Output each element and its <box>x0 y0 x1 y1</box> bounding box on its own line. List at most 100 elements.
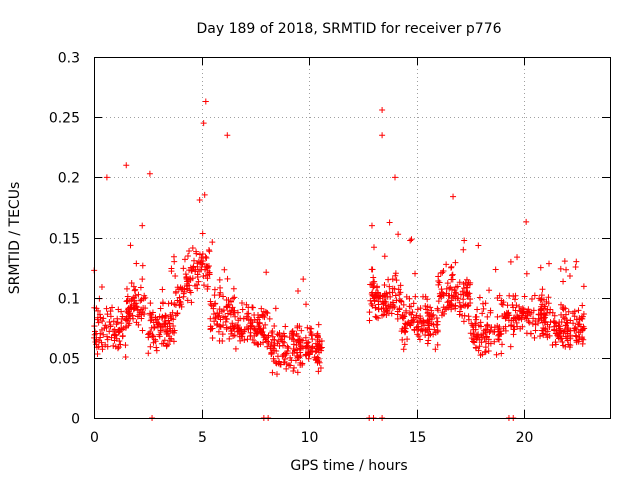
data-point <box>370 284 377 291</box>
data-point <box>563 319 570 326</box>
data-point <box>190 264 197 271</box>
data-point <box>542 312 549 319</box>
data-point <box>504 302 511 309</box>
data-point <box>575 329 582 336</box>
data-point <box>581 325 588 332</box>
data-point <box>516 307 523 314</box>
data-point <box>148 316 155 323</box>
data-point <box>370 274 377 281</box>
data-point <box>560 342 567 349</box>
data-point <box>98 284 105 291</box>
data-point <box>109 304 116 311</box>
data-point <box>131 287 138 294</box>
data-point <box>165 300 172 307</box>
data-point <box>112 331 119 338</box>
data-point <box>145 350 152 357</box>
data-point <box>187 289 194 296</box>
data-point <box>456 299 463 306</box>
data-point <box>97 334 104 341</box>
data-point <box>270 342 277 349</box>
data-point <box>152 336 159 343</box>
data-point <box>479 351 486 358</box>
data-point <box>510 331 517 338</box>
data-point <box>146 330 153 337</box>
data-point <box>371 297 378 304</box>
data-point <box>424 340 431 347</box>
data-point <box>424 317 431 324</box>
data-point <box>269 369 276 376</box>
data-point <box>435 273 442 280</box>
data-point <box>157 305 164 312</box>
data-point <box>531 292 538 299</box>
data-point <box>551 323 558 330</box>
data-point <box>126 304 133 311</box>
data-point <box>124 309 131 316</box>
data-point <box>199 230 206 237</box>
data-point <box>400 301 407 308</box>
data-point <box>172 288 179 295</box>
data-point <box>272 305 279 312</box>
data-point <box>281 350 288 357</box>
data-point <box>479 300 486 307</box>
data-point <box>318 338 325 345</box>
data-point <box>375 315 382 322</box>
data-point <box>465 313 472 320</box>
data-point <box>503 310 510 317</box>
data-point <box>368 301 375 308</box>
data-point <box>572 324 579 331</box>
data-point <box>100 331 107 338</box>
data-point <box>137 297 144 304</box>
data-point <box>159 313 166 320</box>
data-point <box>247 322 254 329</box>
data-point <box>215 328 222 335</box>
data-point <box>161 320 168 327</box>
data-point <box>103 305 110 312</box>
data-point <box>153 319 160 326</box>
data-point <box>450 303 457 310</box>
data-point <box>170 253 177 260</box>
data-point <box>147 343 154 350</box>
data-point <box>186 267 193 274</box>
data-point <box>434 305 441 312</box>
data-point <box>467 295 474 302</box>
data-point <box>499 313 506 320</box>
data-point <box>240 315 247 322</box>
data-point <box>230 309 237 316</box>
data-point <box>370 282 377 289</box>
data-point <box>138 306 145 313</box>
data-point <box>495 336 502 343</box>
data-point <box>449 294 456 301</box>
x-axis-label: GPS time / hours <box>290 458 407 474</box>
data-point <box>115 306 122 313</box>
data-point <box>417 336 424 343</box>
data-point <box>209 335 216 342</box>
data-point <box>201 191 208 198</box>
data-point <box>580 310 587 317</box>
data-point <box>435 281 442 288</box>
data-point <box>302 345 309 352</box>
data-point <box>555 322 562 329</box>
data-point <box>128 280 135 287</box>
data-point <box>110 342 117 349</box>
data-point <box>197 259 204 266</box>
data-point <box>203 263 210 270</box>
data-point <box>202 253 209 260</box>
data-point <box>564 325 571 332</box>
data-point <box>100 315 107 322</box>
data-point <box>315 368 322 375</box>
grid-lines <box>94 57 610 418</box>
y-tick-label: 0.1 <box>58 292 80 308</box>
data-point <box>147 317 154 324</box>
data-point <box>220 314 227 321</box>
data-point <box>379 106 386 113</box>
data-point <box>428 320 435 327</box>
data-point <box>282 352 289 359</box>
data-point <box>139 222 146 229</box>
data-point <box>551 312 558 319</box>
data-point <box>383 290 390 297</box>
y-tick-label: 0 <box>71 412 80 428</box>
data-point <box>106 319 113 326</box>
data-point <box>139 327 146 334</box>
data-point <box>249 336 256 343</box>
data-point <box>535 320 542 327</box>
